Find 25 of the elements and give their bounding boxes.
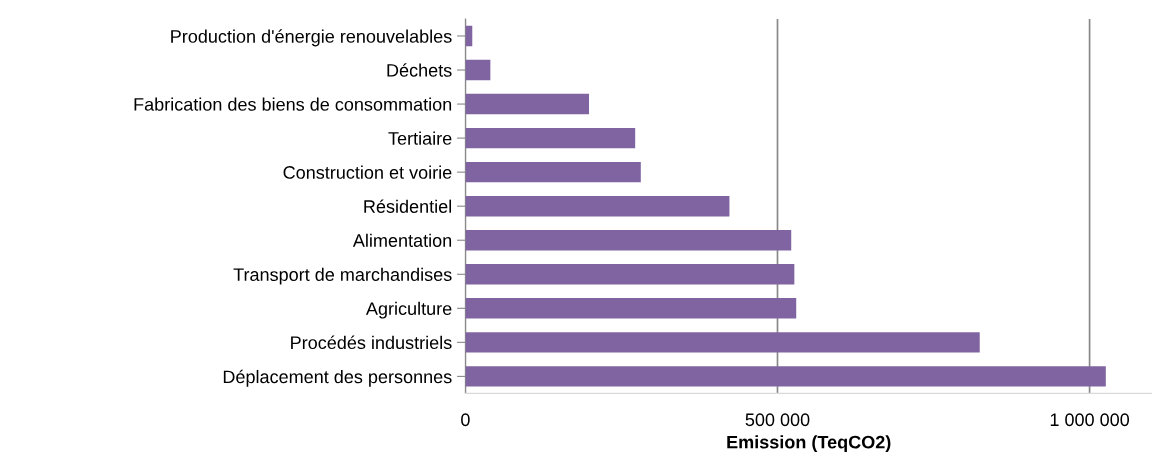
bar bbox=[465, 127, 636, 149]
y-tick-label: Transport de marchandises bbox=[233, 267, 452, 285]
y-tick-label: Fabrication des biens de consommation bbox=[134, 97, 452, 111]
bar bbox=[465, 59, 491, 81]
bar bbox=[465, 332, 980, 353]
bar bbox=[465, 161, 641, 183]
y-tick-label: Alimentation bbox=[352, 233, 452, 247]
x-tick-label: 1 000 000 bbox=[1050, 413, 1130, 427]
y-tick-label: Construction et voirie bbox=[283, 165, 452, 179]
bar bbox=[465, 195, 730, 217]
y-tick-label: Agriculture bbox=[365, 301, 452, 319]
y-tick-label: Production d'énergie renouvelables bbox=[171, 29, 452, 47]
bar bbox=[465, 264, 795, 285]
x-axis-title: Emission (TeqCO2) bbox=[727, 435, 891, 453]
x-tick-label: 500 000 bbox=[745, 413, 810, 427]
y-tick-label: Déplacement des personnes bbox=[223, 369, 452, 387]
x-tick-label: 0 bbox=[461, 413, 470, 427]
y-tick-label: Résidentiel bbox=[364, 199, 452, 213]
bar bbox=[465, 93, 589, 115]
y-tick-label: Tertiaire bbox=[388, 131, 452, 145]
bar bbox=[465, 366, 1106, 387]
bar bbox=[465, 230, 792, 251]
y-tick-label: Procédés industriels bbox=[291, 335, 452, 350]
bar bbox=[465, 298, 797, 319]
y-tick-label: Déchets bbox=[387, 63, 452, 77]
